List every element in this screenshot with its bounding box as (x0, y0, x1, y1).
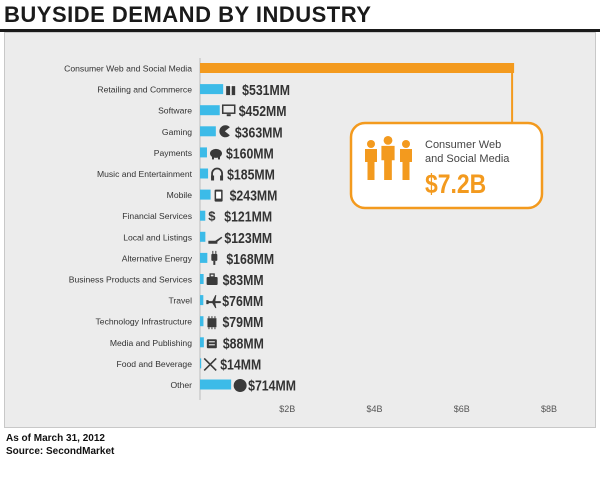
chart-panel (4, 32, 596, 428)
pacman-icon (219, 125, 230, 138)
category-label: Food and Beverage (117, 359, 193, 369)
value-label: $531MM (242, 82, 290, 98)
fork-knife-icon (203, 357, 217, 371)
category-label: Alternative Energy (122, 253, 193, 263)
category-label: Software (158, 106, 192, 116)
x-tick-label: $6B (454, 404, 470, 414)
bar (200, 316, 204, 327)
bar (200, 126, 216, 137)
chip-icon (207, 316, 217, 330)
value-label: $14MM (220, 356, 261, 372)
bar (200, 337, 204, 348)
bar (200, 210, 206, 221)
phone-icon (214, 189, 223, 202)
chart-title: BUYSIDE DEMAND BY INDUSTRY (4, 2, 372, 27)
bar (200, 147, 207, 158)
category-label: Travel (168, 296, 192, 306)
bar (200, 358, 202, 369)
bar (200, 274, 204, 284)
value-label: $121MM (224, 209, 272, 225)
bar (200, 84, 224, 95)
bar (200, 295, 204, 306)
bar (200, 252, 208, 263)
value-label: $123MM (224, 230, 272, 246)
category-label: Mobile (167, 190, 193, 200)
category-label: Financial Services (122, 211, 192, 221)
value-label: $714MM (248, 377, 296, 393)
people-group-icon (365, 136, 412, 180)
airplane-icon (206, 295, 222, 309)
value-label: $76MM (222, 293, 263, 309)
newspaper-icon (206, 339, 217, 349)
bar (200, 379, 232, 390)
bar (200, 189, 211, 200)
plug-icon (211, 250, 218, 265)
footer-date: As of March 31, 2012 (6, 433, 105, 444)
title-underline (0, 29, 600, 32)
category-label: Other (171, 380, 193, 390)
value-label: $160MM (226, 145, 274, 161)
bar (200, 63, 515, 73)
callout-label-line1: Consumer Web (425, 139, 501, 151)
callout-label-line2: and Social Media (425, 153, 510, 165)
category-label: Technology Infrastructure (96, 317, 193, 327)
value-label: $88MM (223, 335, 264, 351)
category-label: Media and Publishing (110, 338, 192, 348)
value-label: $185MM (227, 166, 275, 182)
value-label: $79MM (222, 314, 263, 330)
value-label: $168MM (226, 251, 274, 267)
svg-text:$: $ (208, 209, 216, 224)
value-label: $363MM (235, 124, 283, 140)
category-label: Music and Entertainment (97, 169, 193, 179)
x-tick-label: $4B (366, 404, 382, 414)
globe-icon (233, 379, 247, 392)
footer-source: Source: SecondMarket (6, 446, 115, 457)
value-label: $452MM (239, 103, 287, 119)
piggy-bank-icon (209, 148, 222, 160)
callout-box (349, 121, 544, 210)
category-label: Gaming (162, 127, 192, 137)
x-tick-label: $8B (541, 404, 557, 414)
bar (200, 105, 220, 116)
gift-icon (226, 84, 236, 96)
monitor-icon (221, 104, 236, 117)
x-tick-label: $2B (279, 404, 295, 414)
category-label: Retailing and Commerce (97, 85, 192, 95)
category-label: Local and Listings (123, 232, 192, 242)
value-label: $83MM (223, 272, 264, 288)
callout-value: $7.2B (425, 169, 486, 199)
bar (200, 231, 206, 242)
pointing-hand-icon (208, 236, 223, 244)
category-label: Payments (154, 148, 192, 158)
value-label: $243MM (230, 187, 278, 203)
briefcase-icon (206, 273, 218, 285)
category-label: Consumer Web and Social Media (64, 64, 192, 74)
category-label: Business Products and Services (69, 275, 192, 285)
headphones-icon (211, 167, 224, 181)
bar (200, 168, 209, 179)
dollar-icon: $ (208, 209, 216, 224)
